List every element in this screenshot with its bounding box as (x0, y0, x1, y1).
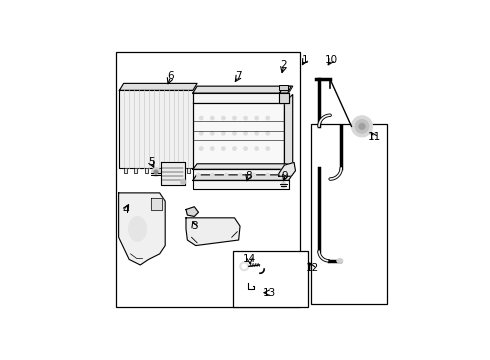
Text: 12: 12 (305, 263, 318, 273)
Polygon shape (279, 162, 295, 176)
Circle shape (211, 147, 214, 150)
Text: 5: 5 (148, 157, 155, 167)
Circle shape (266, 147, 270, 150)
Circle shape (359, 123, 366, 130)
Text: 2: 2 (280, 60, 287, 70)
Polygon shape (187, 168, 190, 174)
Circle shape (244, 132, 247, 135)
Ellipse shape (128, 216, 147, 242)
Text: 10: 10 (325, 55, 338, 65)
Polygon shape (134, 168, 138, 174)
Text: 11: 11 (368, 132, 381, 143)
Circle shape (266, 173, 270, 176)
Circle shape (255, 132, 258, 135)
Polygon shape (155, 168, 159, 174)
Bar (311, 123, 387, 304)
Polygon shape (119, 193, 165, 265)
Circle shape (240, 262, 248, 271)
Polygon shape (176, 168, 180, 174)
Bar (116, 51, 300, 307)
Circle shape (222, 116, 225, 120)
Circle shape (199, 116, 203, 120)
Polygon shape (166, 168, 169, 174)
Polygon shape (193, 180, 289, 189)
Text: 1: 1 (302, 55, 309, 65)
Text: 9: 9 (282, 171, 288, 181)
Polygon shape (145, 168, 148, 174)
Polygon shape (193, 169, 284, 180)
Polygon shape (193, 103, 284, 169)
Text: 4: 4 (122, 204, 129, 215)
Circle shape (224, 173, 228, 176)
Text: 3: 3 (191, 221, 197, 231)
Circle shape (180, 179, 186, 185)
Polygon shape (279, 93, 289, 103)
Polygon shape (284, 94, 293, 169)
Circle shape (281, 183, 286, 188)
Ellipse shape (337, 258, 343, 263)
Text: 13: 13 (263, 288, 276, 298)
Circle shape (351, 116, 372, 137)
Polygon shape (161, 162, 185, 185)
Polygon shape (193, 164, 289, 169)
Circle shape (252, 173, 256, 176)
Circle shape (255, 147, 258, 150)
Polygon shape (193, 93, 289, 103)
Circle shape (266, 116, 270, 120)
Circle shape (211, 132, 214, 135)
Circle shape (197, 173, 200, 176)
Bar (279, 85, 288, 90)
Circle shape (244, 116, 247, 120)
Polygon shape (186, 207, 198, 216)
Polygon shape (120, 90, 193, 168)
Circle shape (211, 173, 214, 176)
Circle shape (211, 116, 214, 120)
Circle shape (199, 132, 203, 135)
Polygon shape (186, 218, 240, 246)
Circle shape (242, 264, 246, 269)
Text: 8: 8 (245, 171, 252, 181)
Text: 7: 7 (235, 72, 242, 81)
Circle shape (238, 173, 242, 176)
Circle shape (244, 147, 247, 150)
Circle shape (222, 147, 225, 150)
Text: 14: 14 (243, 255, 256, 264)
Circle shape (233, 147, 236, 150)
Circle shape (222, 132, 225, 135)
Circle shape (255, 116, 258, 120)
Polygon shape (123, 168, 127, 174)
Circle shape (233, 116, 236, 120)
Circle shape (151, 168, 161, 176)
Polygon shape (193, 175, 292, 180)
Bar (233, 251, 308, 307)
Circle shape (233, 132, 236, 135)
Circle shape (355, 120, 369, 133)
Circle shape (199, 147, 203, 150)
Polygon shape (280, 86, 292, 93)
Circle shape (266, 132, 270, 135)
Text: 6: 6 (168, 72, 174, 81)
Circle shape (154, 170, 158, 174)
Polygon shape (193, 86, 293, 93)
Polygon shape (151, 198, 162, 210)
Polygon shape (120, 84, 197, 90)
